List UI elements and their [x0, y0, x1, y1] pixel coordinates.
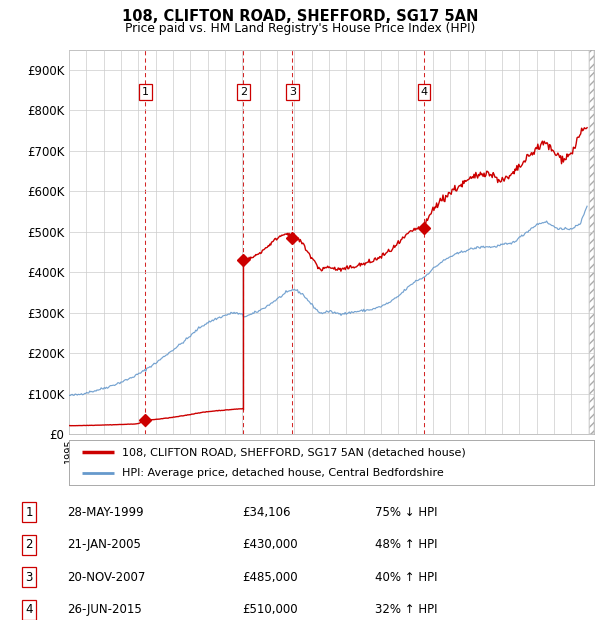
- Text: 4: 4: [26, 603, 33, 616]
- Text: £34,106: £34,106: [242, 506, 291, 519]
- Text: Price paid vs. HM Land Registry's House Price Index (HPI): Price paid vs. HM Land Registry's House …: [125, 22, 475, 35]
- Text: 1: 1: [26, 506, 33, 519]
- Text: 26-JUN-2015: 26-JUN-2015: [67, 603, 142, 616]
- Text: 2: 2: [240, 87, 247, 97]
- Text: 108, CLIFTON ROAD, SHEFFORD, SG17 5AN (detached house): 108, CLIFTON ROAD, SHEFFORD, SG17 5AN (d…: [121, 447, 465, 458]
- Text: 20-NOV-2007: 20-NOV-2007: [67, 571, 145, 584]
- Text: 4: 4: [420, 87, 427, 97]
- Text: HPI: Average price, detached house, Central Bedfordshire: HPI: Average price, detached house, Cent…: [121, 467, 443, 478]
- Text: 75% ↓ HPI: 75% ↓ HPI: [375, 506, 437, 519]
- Text: 1: 1: [142, 87, 149, 97]
- Text: 3: 3: [26, 571, 33, 584]
- Text: 48% ↑ HPI: 48% ↑ HPI: [375, 538, 437, 551]
- Text: £485,000: £485,000: [242, 571, 298, 584]
- Text: 3: 3: [289, 87, 296, 97]
- Text: 108, CLIFTON ROAD, SHEFFORD, SG17 5AN: 108, CLIFTON ROAD, SHEFFORD, SG17 5AN: [122, 9, 478, 24]
- Text: 2: 2: [26, 538, 33, 551]
- Text: £430,000: £430,000: [242, 538, 298, 551]
- Text: £510,000: £510,000: [242, 603, 298, 616]
- Text: 40% ↑ HPI: 40% ↑ HPI: [375, 571, 437, 584]
- Text: 32% ↑ HPI: 32% ↑ HPI: [375, 603, 437, 616]
- Text: 28-MAY-1999: 28-MAY-1999: [67, 506, 143, 519]
- Text: 21-JAN-2005: 21-JAN-2005: [67, 538, 140, 551]
